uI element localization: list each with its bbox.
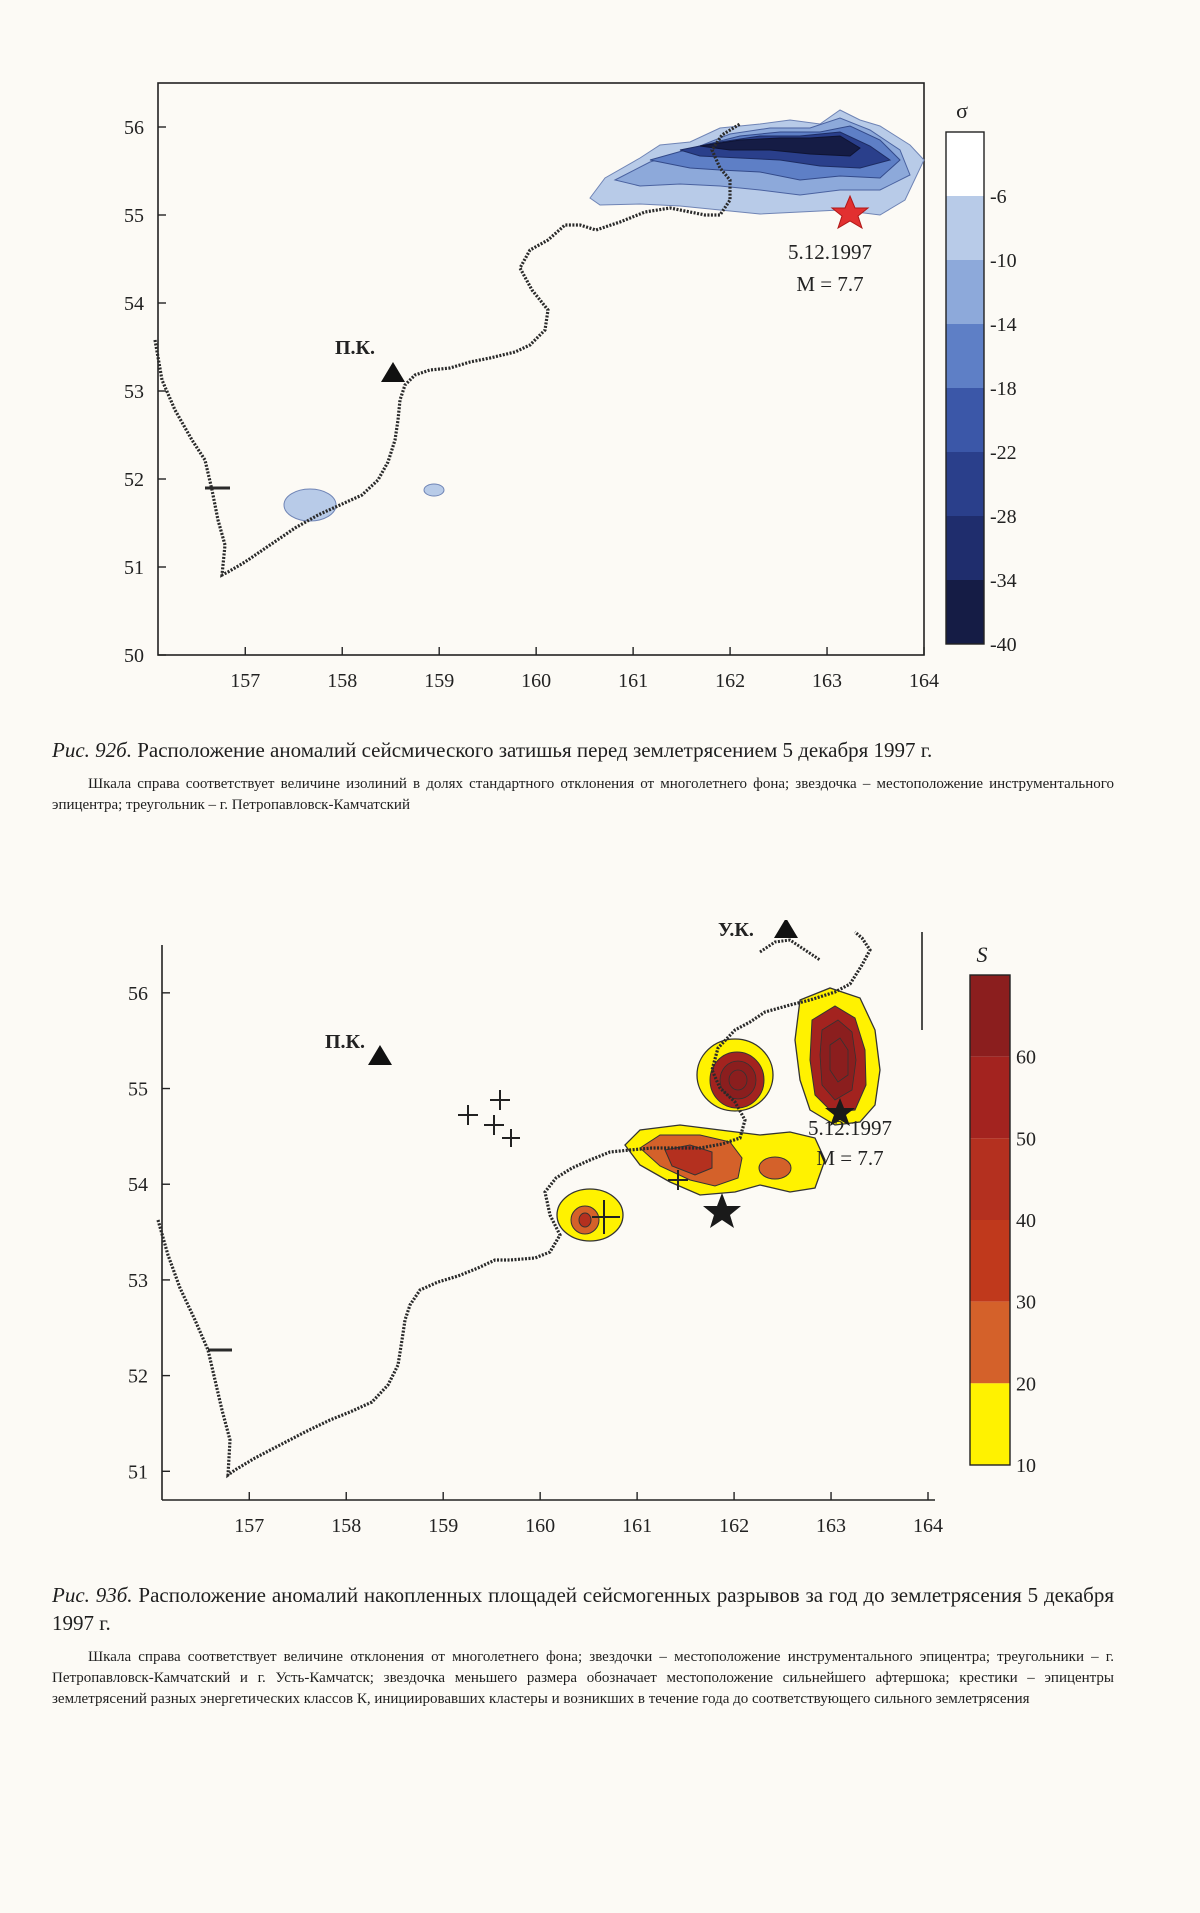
axis-ticks: 157 158 159 160 161 162 163 164 51 52 53 54 55 56 <box>128 983 943 1537</box>
city-label-pk: П.К. <box>325 1031 365 1053</box>
colorbar-label: 20 <box>1016 1373 1036 1395</box>
y-tick-label: 55 <box>128 1079 148 1101</box>
x-tick-label: 164 <box>913 1515 943 1537</box>
y-tick-label: 51 <box>128 1461 148 1483</box>
colorbar-swatch <box>970 1138 1010 1220</box>
caption-93b: Рис. 93б. Расположение аномалий накоплен… <box>52 1581 1114 1710</box>
colorbar-label: 30 <box>1016 1292 1036 1314</box>
colorbar: -6 -10 -14 -18 -22 -28 -34 -40 <box>945 131 1017 656</box>
y-tick-label: 54 <box>128 1174 148 1196</box>
x-tick-label: 161 <box>622 1515 652 1537</box>
colorbar-title: S <box>977 942 988 967</box>
y-tick-label: 53 <box>124 381 144 403</box>
city-label-uk: У.К. <box>718 920 754 941</box>
colorbar-swatch <box>946 196 984 260</box>
x-tick-label: 158 <box>331 1515 361 1537</box>
y-tick-label: 56 <box>128 983 148 1005</box>
figure-93b: 157 158 159 160 161 162 163 164 51 52 53 54 55 56 <box>0 920 1200 1610</box>
colorbar-title: σ <box>956 98 968 123</box>
epicenter-star-icon <box>703 1193 741 1228</box>
colorbar-label: -10 <box>990 250 1017 272</box>
colorbar-label: -22 <box>990 442 1017 464</box>
colorbar-label: -28 <box>990 506 1017 528</box>
anomaly-contours <box>283 109 925 522</box>
x-tick-label: 162 <box>719 1515 749 1537</box>
caption-title: Рис. 93б. Расположение аномалий накоплен… <box>52 1581 1114 1637</box>
colorbar-label: -6 <box>990 186 1007 208</box>
colorbar-label: 50 <box>1016 1128 1036 1150</box>
y-tick-label: 52 <box>128 1366 148 1388</box>
figure-92b: 157 158 159 160 161 162 163 164 50 51 52 53 54 55 56 П… <box>0 0 1200 720</box>
colorbar-label: 40 <box>1016 1210 1036 1232</box>
coastline <box>153 122 741 578</box>
y-tick-label: 54 <box>124 293 144 315</box>
y-tick-label: 56 <box>124 117 144 139</box>
x-tick-label: 159 <box>424 670 454 692</box>
city-marker-triangle <box>381 362 405 382</box>
axis-ticks: 157 158 159 160 161 162 163 164 50 51 52 53 54 55 56 <box>124 117 939 692</box>
caption-title-text: Расположение аномалий сейсмического зати… <box>137 738 933 762</box>
y-tick-label: 51 <box>124 557 144 579</box>
x-tick-label: 164 <box>909 670 939 692</box>
x-tick-label: 157 <box>230 670 260 692</box>
colorbar-swatch <box>946 260 984 324</box>
event-date-label: 5.12.1997 <box>808 1116 892 1140</box>
event-magnitude-label: M = 7.7 <box>816 1146 883 1170</box>
city-marker-triangle-pk <box>368 1045 392 1065</box>
x-tick-label: 160 <box>525 1515 555 1537</box>
map-92b: 157 158 159 160 161 162 163 164 50 51 52 53 54 55 56 П… <box>124 82 1017 692</box>
event-date-label: 5.12.1997 <box>788 240 872 264</box>
colorbar-label: 10 <box>1016 1455 1036 1477</box>
colorbar-label: -18 <box>990 378 1017 400</box>
colorbar-swatch <box>946 388 984 452</box>
caption-92b: Рис. 92б. Расположение аномалий сейсмиче… <box>52 736 1114 816</box>
y-tick-label: 52 <box>124 469 144 491</box>
colorbar-swatch <box>970 1220 1010 1302</box>
colorbar-swatch <box>946 452 984 516</box>
x-tick-label: 159 <box>428 1515 458 1537</box>
colorbar-swatch <box>970 975 1010 1057</box>
event-magnitude-label: M = 7.7 <box>796 272 863 296</box>
y-tick-label: 55 <box>124 205 144 227</box>
city-label: П.К. <box>335 337 375 359</box>
colorbar-swatch <box>946 580 984 644</box>
x-tick-label: 162 <box>715 670 745 692</box>
coastline <box>156 930 872 1479</box>
colorbar-label: -14 <box>990 314 1017 336</box>
colorbar-swatch <box>970 1301 1010 1384</box>
colorbar-label: -34 <box>990 570 1017 592</box>
colorbar-swatch <box>946 132 984 196</box>
caption-description: Шкала справа соответствует величине изол… <box>52 776 1114 813</box>
y-tick-label: 53 <box>128 1270 148 1292</box>
colorbar-swatch <box>970 1383 1010 1465</box>
caption-title-text: Расположение аномалий накопленных площад… <box>52 1583 1115 1635</box>
caption-title: Рис. 92б. Расположение аномалий сейсмиче… <box>52 736 1114 764</box>
colorbar: 60 50 40 30 20 10 <box>969 974 1036 1477</box>
x-tick-label: 161 <box>618 670 648 692</box>
x-tick-label: 163 <box>812 670 842 692</box>
map-93b: 157 158 159 160 161 162 163 164 51 52 53 54 55 56 <box>128 920 1036 1537</box>
caption-description: Шкала справа соответствует величине откл… <box>52 1649 1114 1707</box>
y-tick-label: 50 <box>124 645 144 667</box>
x-tick-label: 160 <box>521 670 551 692</box>
epicenter-crosses <box>458 1090 688 1234</box>
colorbar-swatch <box>946 324 984 388</box>
colorbar-swatch <box>970 1056 1010 1139</box>
epicenter-star-icon <box>830 194 870 230</box>
plot-frame <box>157 82 925 656</box>
aftershock-star-icon <box>825 1098 855 1126</box>
caption-label: Рис. 93б. <box>52 1583 133 1607</box>
x-tick-label: 157 <box>234 1515 264 1537</box>
city-marker-triangle-uk <box>774 920 798 938</box>
caption-label: Рис. 92б. <box>52 738 132 762</box>
colorbar-label: 60 <box>1016 1047 1036 1069</box>
colorbar-label: -40 <box>990 634 1017 656</box>
x-tick-label: 163 <box>816 1515 846 1537</box>
x-tick-label: 158 <box>327 670 357 692</box>
colorbar-swatch <box>946 516 984 580</box>
